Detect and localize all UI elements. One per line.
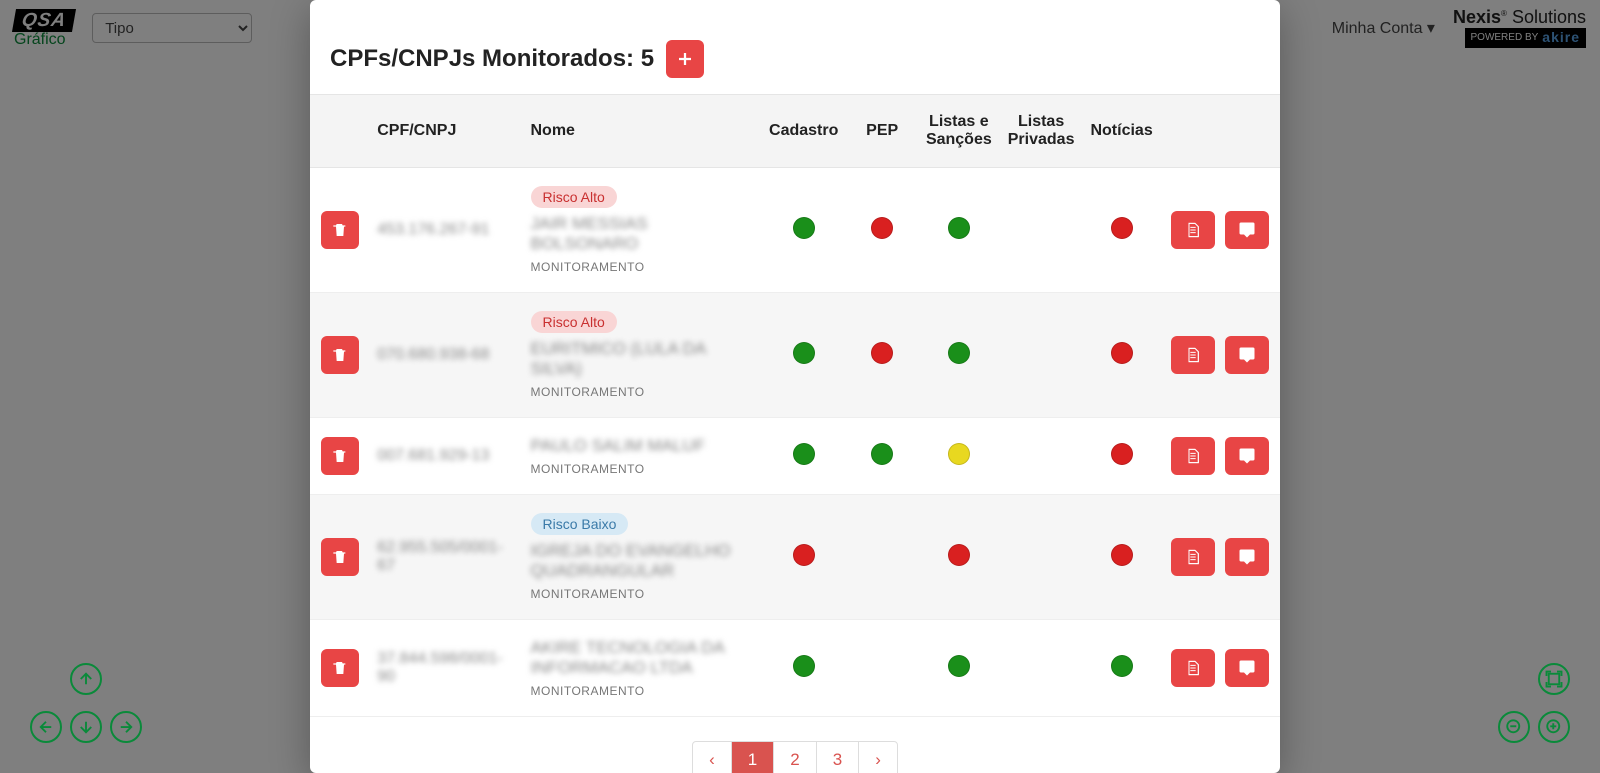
add-button[interactable] xyxy=(666,40,704,78)
delete-button[interactable] xyxy=(321,437,359,475)
th-cadastro: Cadastro xyxy=(761,95,846,168)
report-button[interactable] xyxy=(1171,336,1215,374)
status-dot xyxy=(871,342,893,364)
monitoramento-label: MONITORAMENTO xyxy=(531,385,645,399)
delete-button[interactable] xyxy=(321,211,359,249)
zoom-out-button[interactable] xyxy=(1498,711,1530,743)
cpf-text: 007.681.929-13 xyxy=(377,447,489,464)
comment-button[interactable] xyxy=(1225,437,1269,475)
nome-text: IGREJA DO EVANGELHO QUADRANGULAR xyxy=(531,541,754,581)
monitoramento-label: MONITORAMENTO xyxy=(531,260,645,274)
th-noticias: Notícias xyxy=(1082,95,1160,168)
th-listas-sancoes: Listas e Sanções xyxy=(918,95,1000,168)
pager-next[interactable]: › xyxy=(859,742,897,773)
comment-button[interactable] xyxy=(1225,336,1269,374)
nav-up-button[interactable] xyxy=(70,663,102,695)
report-button[interactable] xyxy=(1171,437,1215,475)
nome-text: PAULO SALIM MALUF xyxy=(531,436,705,456)
monitoramento-label: MONITORAMENTO xyxy=(531,587,645,601)
status-dot xyxy=(1111,544,1133,566)
delete-button[interactable] xyxy=(321,538,359,576)
nav-right-button[interactable] xyxy=(110,711,142,743)
risk-badge: Risco Baixo xyxy=(531,513,629,535)
th-cpf: CPF/CNPJ xyxy=(369,95,522,168)
nav-left-button[interactable] xyxy=(30,711,62,743)
nome-text: EURITMICO (LULA DA SILVA) xyxy=(531,339,754,379)
pager-prev[interactable]: ‹ xyxy=(693,742,731,773)
status-dot xyxy=(1111,443,1133,465)
risk-badge: Risco Alto xyxy=(531,311,617,333)
report-button[interactable] xyxy=(1171,211,1215,249)
nome-text: JAIR MESSIAS BOLSONARO xyxy=(531,214,754,254)
table-row: 37.844.598/0001-90 AKIRE TECNOLOGIA DA IN… xyxy=(310,620,1280,717)
status-dot xyxy=(1111,342,1133,364)
status-dot xyxy=(1111,655,1133,677)
table-row: 453.176.267-91 Risco Alto JAIR MESSIAS BOL… xyxy=(310,168,1280,293)
zoom-in-button[interactable] xyxy=(1538,711,1570,743)
comment-button[interactable] xyxy=(1225,211,1269,249)
pagination: ‹123› xyxy=(310,717,1280,773)
status-dot xyxy=(793,655,815,677)
monitoramento-label: MONITORAMENTO xyxy=(531,462,645,476)
comment-button[interactable] xyxy=(1225,649,1269,687)
cpf-text: 453.176.267-91 xyxy=(377,221,489,238)
monitoramento-label: MONITORAMENTO xyxy=(531,684,645,698)
cpf-text: 62.955.505/0001-67 xyxy=(377,539,502,574)
status-dot xyxy=(793,443,815,465)
status-dot xyxy=(1111,217,1133,239)
status-dot xyxy=(948,655,970,677)
monitorados-table: CPF/CNPJ Nome Cadastro PEP Listas e Sanç… xyxy=(310,94,1280,717)
cpf-text: 070.680.938-68 xyxy=(377,346,489,363)
fit-button[interactable] xyxy=(1538,663,1570,695)
delete-button[interactable] xyxy=(321,336,359,374)
comment-button[interactable] xyxy=(1225,538,1269,576)
th-pep: PEP xyxy=(846,95,918,168)
status-dot xyxy=(793,342,815,364)
monitorados-modal: CPFs/CNPJs Monitorados: 5 CPF/CNPJ Nome … xyxy=(310,0,1280,773)
status-dot xyxy=(948,544,970,566)
pager-page-1[interactable]: 1 xyxy=(732,742,773,773)
nome-text: AKIRE TECNOLOGIA DA INFORMACAO LTDA xyxy=(531,638,754,678)
status-dot xyxy=(793,217,815,239)
status-dot xyxy=(948,342,970,364)
cpf-text: 37.844.598/0001-90 xyxy=(377,650,502,685)
status-dot xyxy=(871,443,893,465)
pager-page-3[interactable]: 3 xyxy=(817,742,858,773)
table-row: 070.680.938-68 Risco Alto EURITMICO (LULA … xyxy=(310,293,1280,418)
risk-badge: Risco Alto xyxy=(531,186,617,208)
nav-down-button[interactable] xyxy=(70,711,102,743)
th-nome: Nome xyxy=(523,95,762,168)
plus-icon xyxy=(676,50,694,68)
status-dot xyxy=(871,217,893,239)
th-listas-privadas: Listas Privadas xyxy=(1000,95,1083,168)
table-row: 007.681.929-13 PAULO SALIM MALUF MONITORAM… xyxy=(310,418,1280,495)
status-dot xyxy=(948,217,970,239)
report-button[interactable] xyxy=(1171,538,1215,576)
status-dot xyxy=(948,443,970,465)
table-row: 62.955.505/0001-67 Risco Baixo IGREJA DO E… xyxy=(310,495,1280,620)
modal-title: CPFs/CNPJs Monitorados: 5 xyxy=(330,45,654,73)
pager-page-2[interactable]: 2 xyxy=(774,742,815,773)
delete-button[interactable] xyxy=(321,649,359,687)
status-dot xyxy=(793,544,815,566)
report-button[interactable] xyxy=(1171,649,1215,687)
